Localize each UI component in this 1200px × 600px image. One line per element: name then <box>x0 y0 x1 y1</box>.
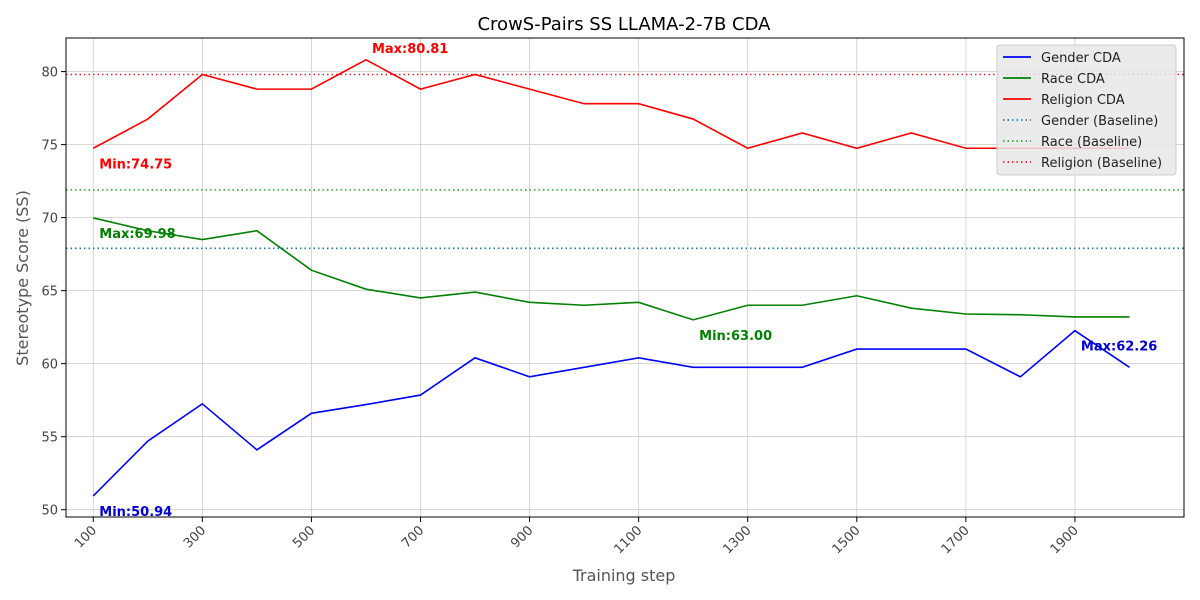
x-tick-label: 1300 <box>721 523 755 557</box>
chart-title: CrowS-Pairs SS LLAMA-2-7B CDA <box>477 14 771 35</box>
x-tick-label: 700 <box>399 523 427 551</box>
y-axis-label: Stereotype Score (SS) <box>13 190 32 366</box>
x-tick-label: 1900 <box>1048 523 1082 557</box>
y-tick-label: 80 <box>41 66 58 81</box>
legend-entry: Race (Baseline) <box>1041 135 1142 150</box>
annotation-label: Min:63.00 <box>699 329 772 344</box>
series-line <box>92 329 1130 497</box>
x-tick-label: 1500 <box>830 523 864 557</box>
series-line <box>93 217 1130 321</box>
annotation-label: Min:50.94 <box>99 505 172 520</box>
annotations: Max:80.81 Min:74.75 Max:69.98 Min:63.00 Max:… <box>99 42 1157 520</box>
legend-entry: Gender CDA <box>1041 51 1121 66</box>
grid-lines <box>66 38 1184 517</box>
y-tick-label: 50 <box>41 504 58 519</box>
legend-box <box>996 44 1177 176</box>
y-tick-label: 70 <box>41 212 58 227</box>
annotation-label: Min:74.75 <box>99 157 172 172</box>
annotation-label: Max:69.98 <box>99 227 175 242</box>
legend-entry: Religion CDA <box>1041 93 1125 108</box>
series-line <box>92 58 1130 150</box>
x-tick-label: 1100 <box>611 523 645 557</box>
legend-entry: Gender (Baseline) <box>1041 114 1158 129</box>
x-tick-label: 900 <box>508 523 536 551</box>
legend-entry: Race CDA <box>1041 72 1105 87</box>
x-tick-label: 1700 <box>939 523 973 557</box>
plot-frame <box>65 37 1185 518</box>
y-axis-ticks: 50 55 60 65 70 75 80 <box>41 66 66 519</box>
legend: Gender CDA Race CDA Religion CDA Gender (Ba… <box>996 44 1177 176</box>
x-tick-label: 500 <box>290 523 318 551</box>
y-tick-label: 75 <box>41 139 58 154</box>
x-axis-label: Training step <box>572 566 676 585</box>
y-tick-label: 55 <box>41 431 58 446</box>
legend-entry: Religion (Baseline) <box>1041 156 1162 171</box>
series-lines <box>92 58 1130 497</box>
y-tick-label: 65 <box>41 285 58 300</box>
y-tick-label: 60 <box>41 358 58 373</box>
x-tick-label: 300 <box>181 523 209 551</box>
x-axis-ticks: 100 300 500 700 900 1100 1300 1500 1700 1900 <box>72 517 1082 557</box>
annotation-label: Max:62.26 <box>1081 340 1157 355</box>
annotation-label: Max:80.81 <box>372 42 448 57</box>
x-tick-label: 100 <box>72 523 100 551</box>
